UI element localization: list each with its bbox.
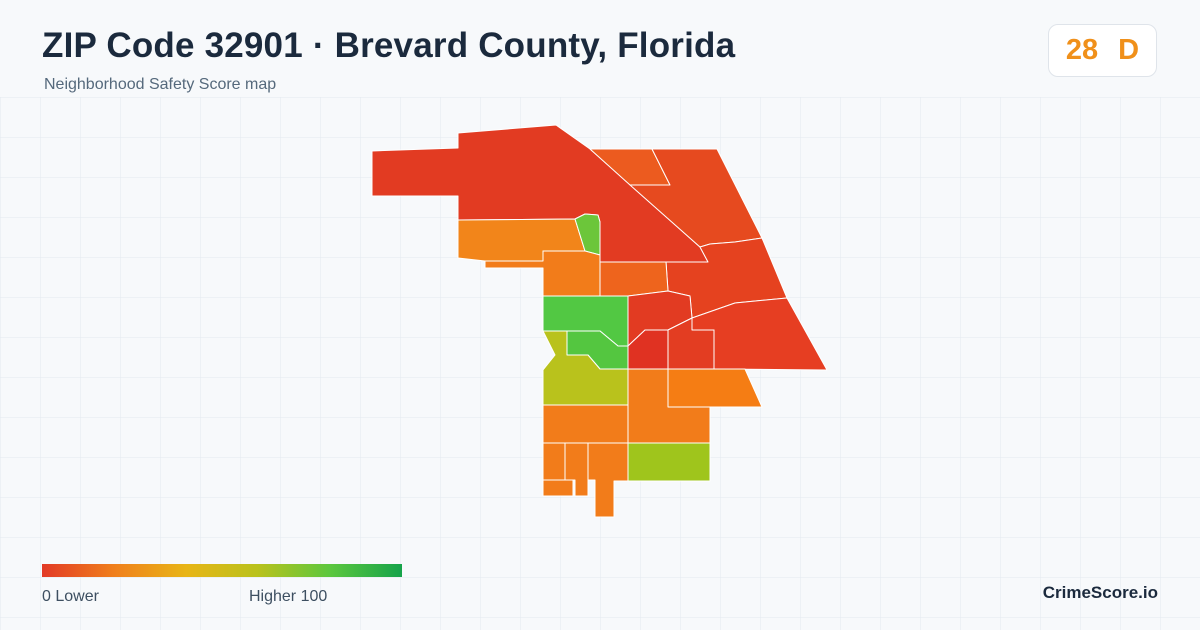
safety-score-value: 28 [1065, 34, 1099, 66]
map-region-center-orange-east[interactable] [599, 261, 669, 297]
map-region-orange-west-south[interactable] [542, 404, 629, 444]
safety-score-badge: 28 D [1048, 24, 1157, 77]
brand-logo-text[interactable]: CrimeScore.io [1042, 583, 1158, 602]
legend-max-label: Higher 100 [249, 588, 328, 605]
legend-color-scale [42, 564, 402, 577]
map-region-strip-1[interactable] [542, 442, 566, 481]
map-region-orange-east[interactable] [667, 368, 763, 408]
safety-grade: D [1118, 34, 1140, 66]
legend-gradient-bar [42, 564, 402, 577]
page-subtitle: Neighborhood Safety Score map [44, 76, 277, 93]
page-title: ZIP Code 32901 · Brevard County, Florida [42, 26, 736, 65]
map-regions [371, 124, 828, 518]
legend-min-label: 0 Lower [42, 588, 99, 605]
safety-map[interactable] [0, 97, 1200, 630]
map-region-strip-3[interactable] [587, 442, 629, 518]
map-region-yellow-green-south[interactable] [627, 442, 711, 482]
map-region-strip-4[interactable] [542, 479, 574, 497]
header: ZIP Code 32901 · Brevard County, Florida… [0, 0, 1200, 97]
